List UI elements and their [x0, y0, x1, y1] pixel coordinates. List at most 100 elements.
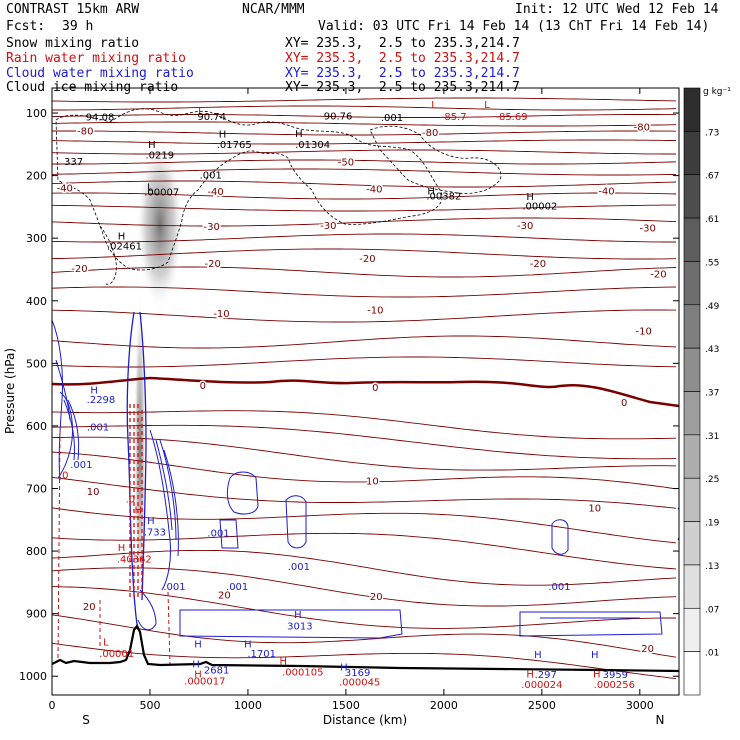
extremum-label: H — [591, 650, 599, 661]
colorbar-box — [683, 434, 701, 479]
cloud-water-contour — [149, 429, 179, 591]
isotherm-line — [52, 476, 677, 509]
colorbar-tick-label: .19 — [705, 519, 720, 529]
isotherm-line — [52, 586, 676, 629]
isotherm-label: -10 — [367, 305, 383, 316]
x-tick-label: 2000 — [430, 699, 458, 712]
extremum-label: H — [279, 656, 287, 667]
rain-field-label: Rain water mixing ratio — [6, 51, 187, 66]
isotherm-label: -30 — [639, 223, 655, 234]
isotherm-line — [52, 233, 676, 243]
x-tick-label: 500 — [139, 699, 160, 712]
isotherm-line — [52, 567, 677, 607]
isotherm-label: 20 — [83, 602, 96, 613]
y-tick-label: 400 — [26, 295, 47, 308]
colorbar-tick-label: .13 — [705, 562, 719, 572]
extremum-label: H — [194, 639, 202, 650]
colorbar-tick-label: .73 — [705, 128, 719, 138]
extremum-label: .001 — [200, 171, 222, 182]
isotherm-label: -20 — [650, 270, 666, 281]
plot-area — [52, 97, 679, 680]
isotherm-line — [52, 532, 677, 570]
isotherm-label: 0 — [200, 381, 206, 392]
y-tick-label: 900 — [26, 608, 47, 621]
colorbar-tick-label: .49 — [705, 302, 720, 312]
isotherm-label: -40 — [598, 186, 614, 197]
x-tick-label: 3000 — [626, 699, 654, 712]
y-tick-label: 300 — [26, 232, 47, 245]
y-tick-label: 800 — [26, 545, 47, 558]
isotherm-line — [52, 507, 677, 544]
extremum-label: L — [198, 106, 204, 117]
y-tick-label: 600 — [26, 420, 47, 433]
colorbar-tick-label: .67 — [705, 172, 719, 182]
colorbar-box — [683, 477, 701, 522]
isotherm-line — [52, 356, 677, 368]
model-title: CONTRAST 15km ARW — [6, 2, 140, 17]
x-tick-label: 2500 — [528, 699, 556, 712]
isotherm-line — [52, 130, 677, 136]
extremum-label: .00002 — [522, 201, 557, 212]
extremum-label: 90.76 — [324, 111, 353, 122]
isotherm-line — [52, 97, 677, 103]
isotherm-label: -10 — [636, 327, 652, 338]
extremum-label: .00382 — [426, 191, 461, 202]
extremum-label: H — [192, 659, 200, 670]
extremum-label: .001 — [548, 582, 570, 593]
extremum-label: H — [526, 192, 534, 203]
extremum-label: H — [526, 669, 534, 680]
isotherm-line — [52, 436, 677, 471]
isotherm-line — [52, 286, 677, 298]
rain-contour — [57, 429, 171, 666]
cloud-water-contour — [551, 519, 569, 555]
extremum-label: .0219 — [145, 151, 174, 162]
contour-labels: -80 -80 -80 -50 -40 -40 -40 -40 -30 -30 -30 -30 -20 -… — [55, 100, 668, 691]
colorbar-tick-label: .61 — [705, 215, 719, 225]
cloud-water-contour — [219, 519, 239, 549]
isotherm-line — [52, 105, 677, 111]
isotherm-line — [52, 149, 676, 155]
extremum-label: H — [295, 129, 303, 140]
extremum-label: .001 — [87, 422, 109, 433]
isotherm-label: 10 — [588, 504, 601, 515]
isotherm-label: -80 — [634, 123, 650, 134]
cloud-ice-contour — [369, 125, 502, 194]
extremum-label: .1701 — [247, 649, 276, 660]
extremum-label: -85.7 — [441, 112, 467, 123]
extremum-label: .000045 — [339, 678, 380, 689]
cloud-water-contour — [285, 495, 307, 549]
isotherm-line — [52, 168, 677, 176]
colorbar-box — [683, 87, 701, 132]
isotherm-line — [52, 180, 677, 188]
isotherm-line — [52, 410, 677, 440]
cloud-water-contour — [226, 471, 259, 515]
colorbar-box — [683, 607, 701, 652]
x-axis-title: Distance (km) — [323, 713, 407, 727]
extremum-label: .001 — [226, 582, 248, 593]
colorbar-tick-label: .55 — [705, 258, 719, 268]
cloud-water-contour — [137, 589, 157, 631]
isotherm-label: -40 — [57, 183, 73, 194]
y-tick-label: 100 — [26, 107, 47, 120]
y-tick-label: 700 — [26, 482, 47, 495]
colorbar-box — [683, 564, 701, 609]
extremum-label: .001 — [70, 460, 92, 471]
isotherm-line — [52, 217, 677, 227]
isotherm-label: -80 — [422, 128, 438, 139]
isotherm-label: 0 — [621, 398, 627, 409]
extremum-label: H — [219, 129, 227, 140]
isotherm-label: 0 — [372, 383, 378, 394]
snow-field-label: Snow mixing ratio — [6, 36, 140, 51]
colorbar: .01 .07 .13 .19 .25 .31 .37 .43 .49 .55 .61 .67 .73 — [683, 87, 720, 696]
colorbar-tick-label: .43 — [705, 345, 719, 355]
colorbar-tick-label: .07 — [705, 605, 719, 615]
isotherm-label: -20 — [71, 264, 87, 275]
y-tick-label: 1000 — [19, 670, 47, 683]
isotherm-label: -40 — [207, 187, 223, 198]
cloud-water-contour — [52, 319, 71, 481]
extremum-label: .000105 — [282, 668, 323, 679]
colorbar-tick-label: .31 — [705, 432, 719, 442]
extremum-label: .40362 — [117, 554, 152, 565]
cloud-ice-contour — [55, 108, 443, 271]
